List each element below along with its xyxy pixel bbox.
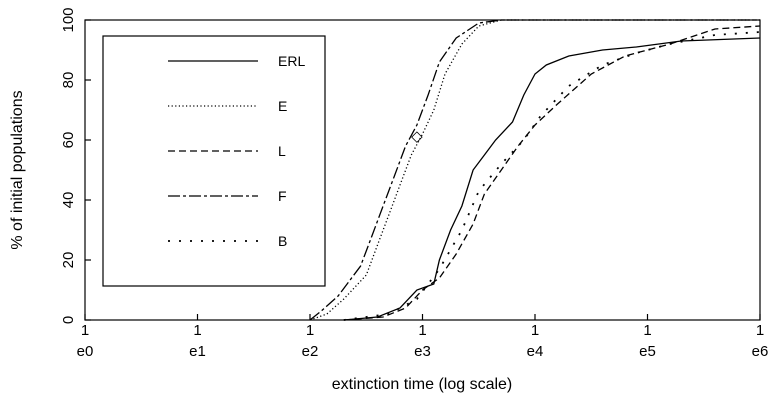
y-tick-label: 80 (60, 72, 77, 89)
series-line-b (343, 31, 761, 321)
legend-label-e: E (278, 98, 287, 114)
x-tick-label-base: 1 (756, 322, 764, 339)
legend-label-f: F (278, 188, 287, 204)
x-tick-label-base: 1 (643, 322, 651, 339)
y-tick-label: 40 (60, 192, 77, 209)
series-line-l (343, 25, 761, 321)
x-tick-label-exponent: e6 (752, 343, 769, 360)
x-axis-title: extinction time (log scale) (332, 376, 513, 393)
x-tick-label-exponent: e1 (189, 343, 206, 360)
legend-label-b: B (278, 233, 287, 249)
legend: ERL E L F B (102, 35, 326, 287)
x-tick-label-exponent: e3 (414, 343, 431, 360)
series-line-e (309, 19, 760, 321)
x-tick-label-exponent: e0 (77, 343, 94, 360)
x-tick-label-base: 1 (418, 322, 426, 339)
series-line-f (309, 19, 760, 321)
x-tick-label-base: 1 (306, 322, 314, 339)
x-tick-label-exponent: e5 (639, 343, 656, 360)
x-tick-label-exponent: e4 (527, 343, 544, 360)
series-lines (309, 19, 761, 321)
axis-ticks: 1 e0 1 e1 1 e2 1 e3 1 e4 1 e5 1 e6 0 20 40 60 80 100 (60, 7, 768, 360)
legend-label-erl: ERL (278, 53, 305, 69)
x-tick-label-base: 1 (81, 322, 89, 339)
y-tick-label: 20 (60, 252, 77, 269)
y-axis-title: % of initial populations (9, 90, 26, 249)
legend-label-l: L (278, 143, 286, 159)
y-tick-label: 100 (60, 7, 77, 32)
legend-box (102, 35, 326, 287)
series-line-erl (343, 37, 761, 321)
annotation-marker: ◇ (411, 128, 423, 145)
y-tick-label: 60 (60, 132, 77, 149)
y-tick-label: 0 (60, 316, 77, 324)
annotations: ◇ (411, 128, 423, 145)
x-tick-label-exponent: e2 (302, 343, 319, 360)
x-tick-label-base: 1 (193, 322, 201, 339)
x-tick-label-base: 1 (531, 322, 539, 339)
